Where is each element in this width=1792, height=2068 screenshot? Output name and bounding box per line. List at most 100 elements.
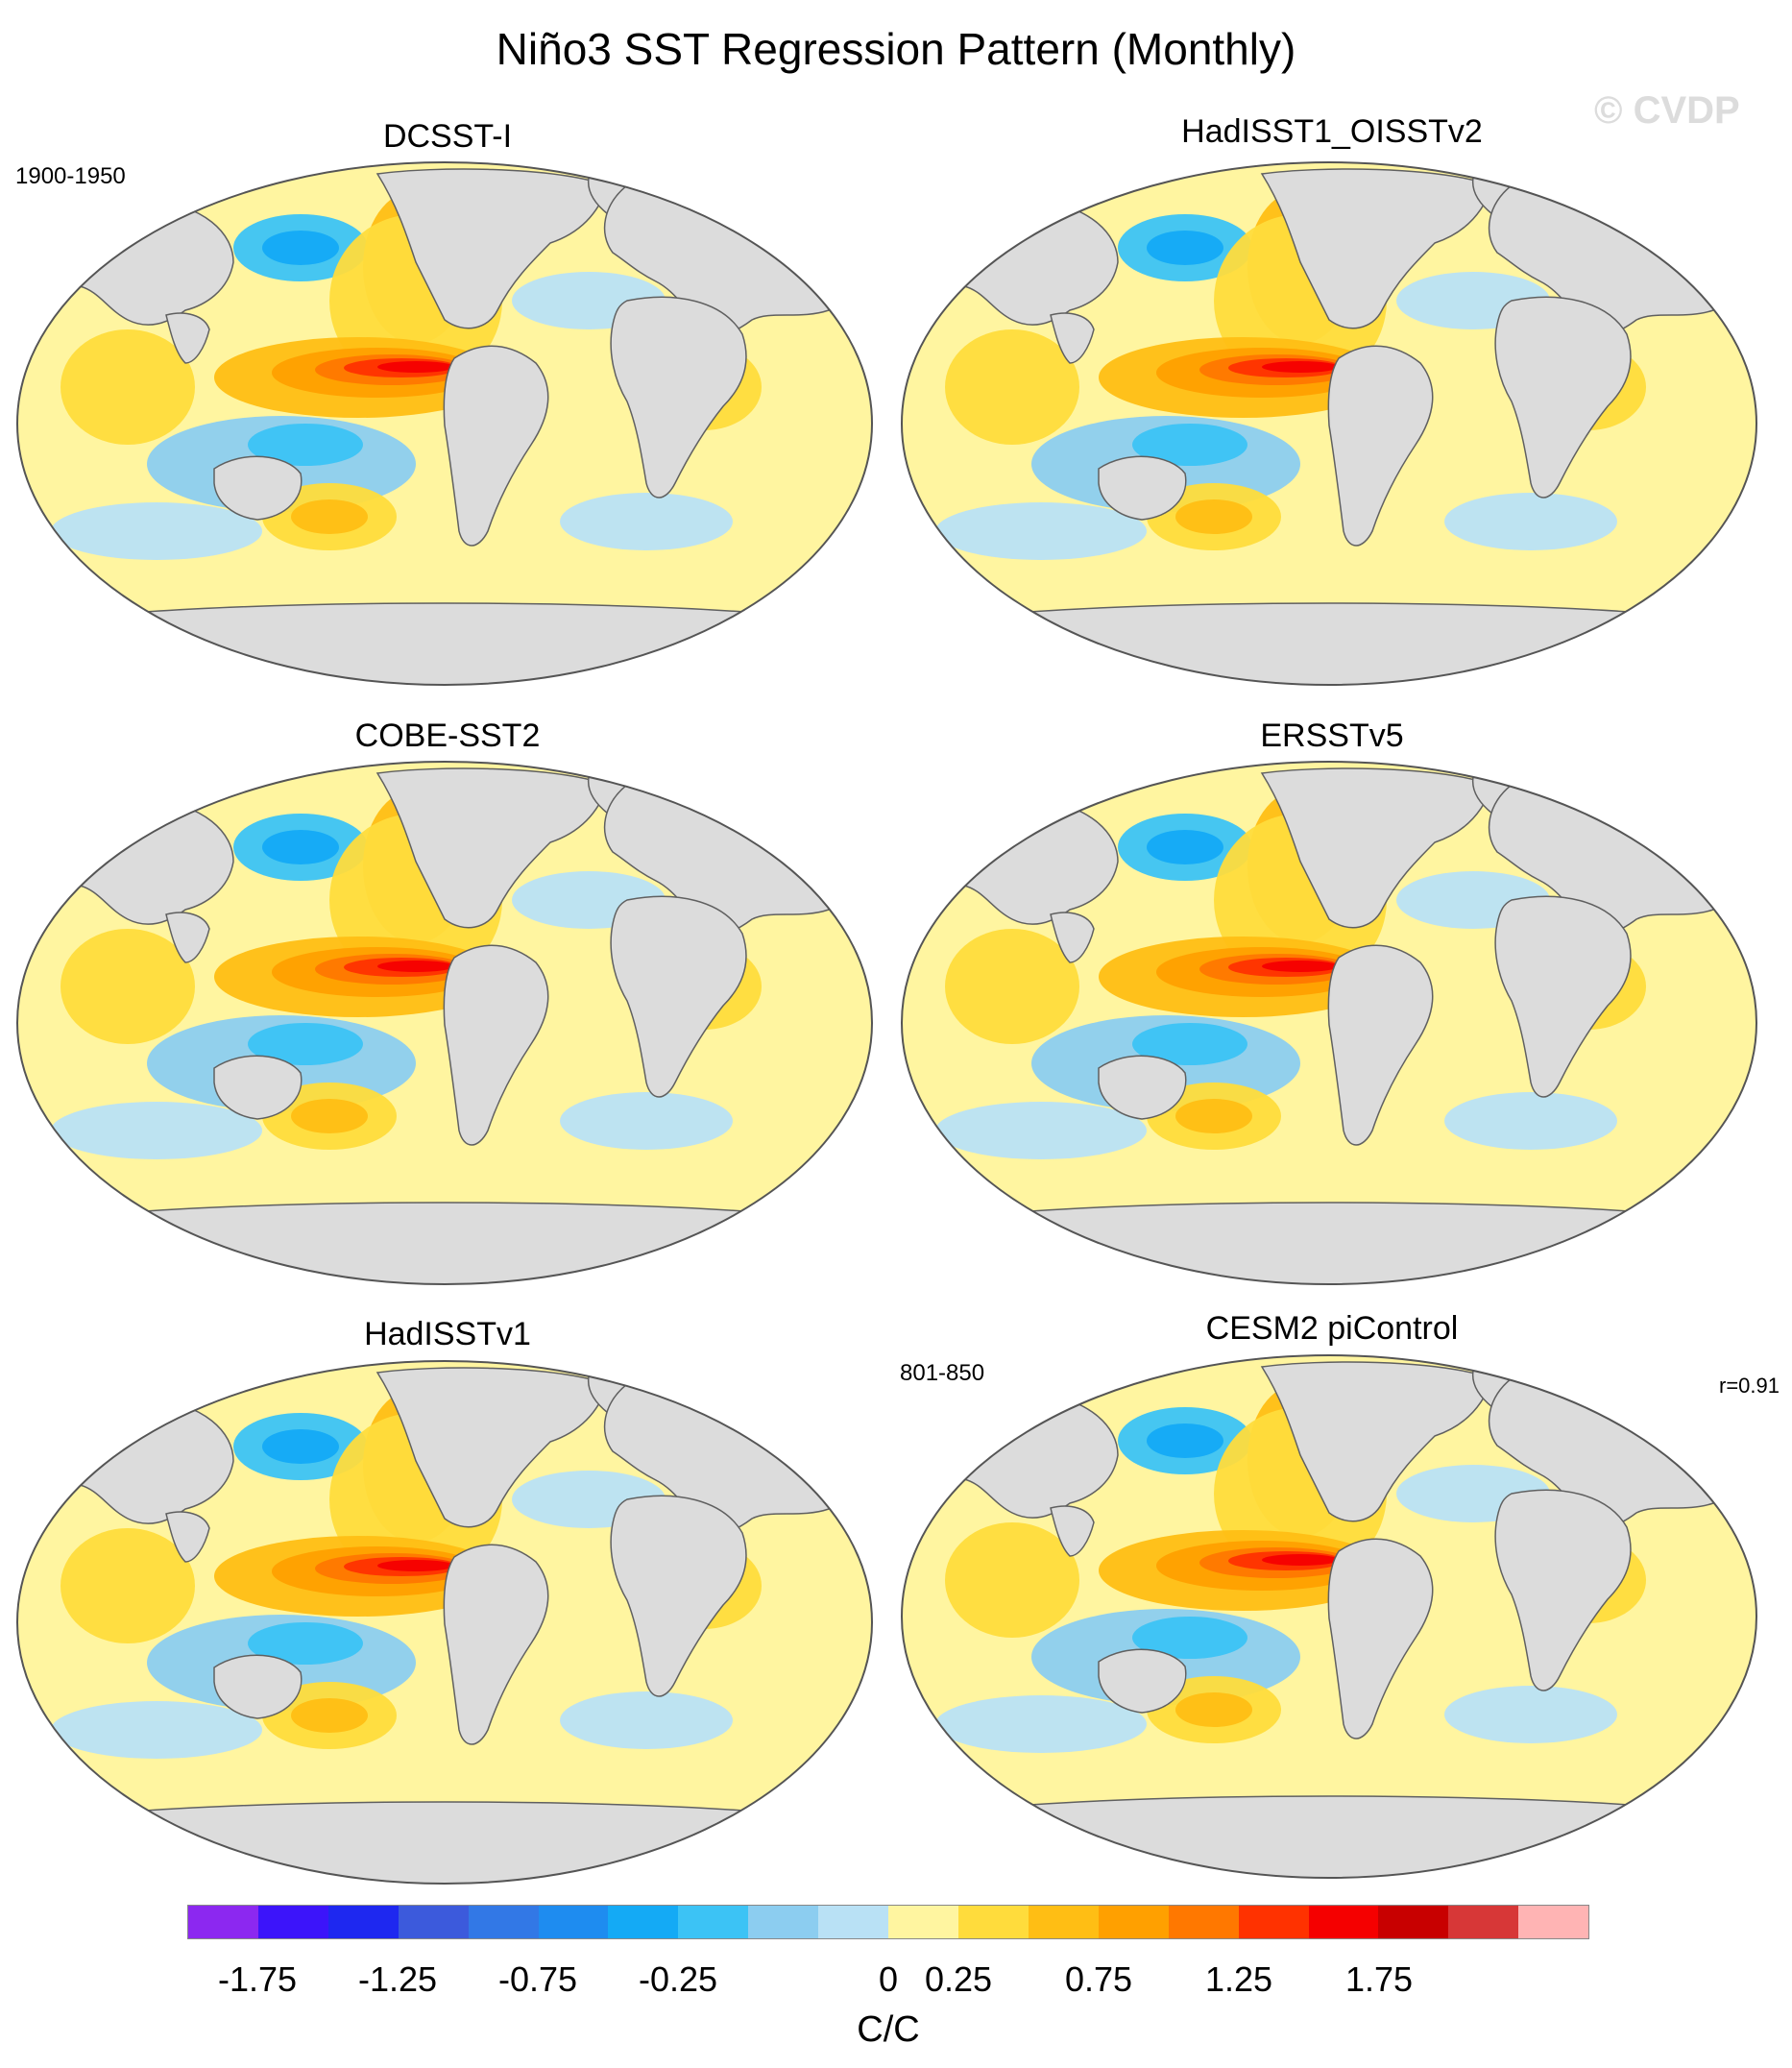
colorbar-swatch-dark-red [1378,1906,1449,1938]
land-mass [78,1202,811,1284]
colorbar-tick-label: 1.75 [1344,1959,1414,1999]
obs-period-label: 1900-1950 [15,163,126,189]
sst-anomaly-region [945,329,1079,445]
colorbar [187,1905,1589,1939]
sst-anomaly-region [560,493,733,550]
figure-title: Niño3 SST Regression Pattern (Monthly) [496,24,1296,74]
colorbar-swatch-cyan-blue [608,1906,679,1938]
colorbar-tick-label: 0 [878,1959,899,1999]
land-mass [610,1495,747,1697]
colorbar-tick-label: 0.25 [924,1959,993,1999]
sst-anomaly-region [1262,1554,1339,1566]
land-mass [1098,455,1187,521]
sst-anomaly-region [51,502,262,560]
colorbar-swatch-mid-blue [468,1906,539,1938]
colorbar-units: C/C [857,2009,920,2050]
sst-anomaly-region [1147,1423,1223,1458]
land-mass [1260,767,1493,929]
land-mass [213,1654,303,1719]
sst-anomaly-region [291,499,368,534]
sst-anomaly-region [291,1698,368,1733]
sst-anomaly-region [1132,1023,1247,1065]
colorbar-swatch-red [1308,1906,1379,1938]
cvdp-watermark: © CVDP [1594,89,1740,132]
colorbar-tick-label: -1.25 [357,1959,438,1999]
map-border [16,761,873,1285]
sst-anomaly-region [560,1092,733,1150]
sst-anomaly-region [377,961,454,972]
land-mass [1494,895,1632,1098]
sst-anomaly-region [1175,1099,1252,1133]
land-mass [962,602,1696,685]
colorbar-swatch-brick-red [1448,1906,1519,1938]
sst-anomaly-region [945,1522,1079,1638]
panel-title-hadisst-oisst: HadISST1_OISSTv2 [1181,113,1483,150]
colorbar-swatch-royal-blue [398,1906,469,1938]
sst-anomaly-region [1175,1692,1252,1727]
land-mass [962,1795,1696,1878]
colorbar-swatch-light-cyan [678,1906,749,1938]
sst-anomaly-region [248,1023,363,1065]
sst-anomaly-region [1132,424,1247,466]
map-panel-hadisstv1 [16,1360,873,1885]
panel-title-dcsst: DCSST-I [382,118,513,155]
map-border [16,161,873,686]
sst-anomaly-region [248,424,363,466]
sst-anomaly-region [262,830,339,864]
land-mass [1327,345,1434,547]
land-mass [443,345,549,547]
colorbar-tick-label: 0.75 [1064,1959,1133,1999]
land-mass [165,912,210,963]
map-panel-dcsst [16,161,873,686]
land-mass [375,168,609,329]
land-mass [375,767,609,929]
sst-anomaly-region [377,361,454,373]
map-panel-hadisst-oisst [901,161,1757,686]
sst-anomaly-region [560,1691,733,1749]
map-border [16,1360,873,1885]
land-mass [213,1055,303,1120]
sst-anomaly-region [935,502,1147,560]
colorbar-swatch-dark-orange [1168,1906,1239,1938]
sst-anomaly-region [377,1560,454,1571]
sst-anomaly-region [262,1429,339,1464]
land-mass [1260,168,1493,329]
land-mass [1098,1055,1187,1120]
map-border [901,161,1757,686]
sst-anomaly-region [61,329,195,445]
land-mass [1098,1648,1187,1714]
sst-anomaly-region [1147,830,1223,864]
panel-title-hadisstv1: HadISSTv1 [364,1316,531,1352]
colorbar-tick-label: -0.75 [497,1959,578,1999]
sst-anomaly-region [51,1701,262,1759]
colorbar-swatch-blue [327,1906,399,1938]
colorbar-swatch-very-pale-blue [818,1906,889,1938]
colorbar-swatch-red-orange [1238,1906,1309,1938]
map-panel-cobe [16,761,873,1285]
colorbar-swatch-yellow [957,1906,1029,1938]
sst-anomaly-region [1132,1617,1247,1659]
panel-title-ersst: ERSSTv5 [1260,718,1404,754]
colorbar-tick-label: -1.75 [217,1959,298,1999]
sst-anomaly-region [51,1102,262,1159]
colorbar-swatch-violet [188,1906,258,1938]
land-mass [1494,1489,1632,1691]
colorbar-swatch-pale-blue [748,1906,819,1938]
sst-anomaly-region [1262,361,1339,373]
land-mass [443,1544,549,1745]
colorbar-swatch-orange [1098,1906,1169,1938]
colorbar-tick-label: -0.25 [638,1959,718,1999]
model-period-label: 801-850 [900,1360,985,1386]
land-mass [78,602,811,685]
map-border [901,1354,1757,1879]
map-border [901,761,1757,1285]
colorbar-tick-label: 1.25 [1204,1959,1273,1999]
sst-anomaly-region [61,929,195,1044]
map-panel-ersst [901,761,1757,1285]
sst-anomaly-region [1175,499,1252,534]
sst-anomaly-region [1444,493,1617,550]
land-mass [165,312,210,364]
panel-title-cesm2: CESM2 piControl [1205,1310,1459,1347]
colorbar-swatch-gold [1028,1906,1099,1938]
sst-anomaly-region [61,1528,195,1643]
